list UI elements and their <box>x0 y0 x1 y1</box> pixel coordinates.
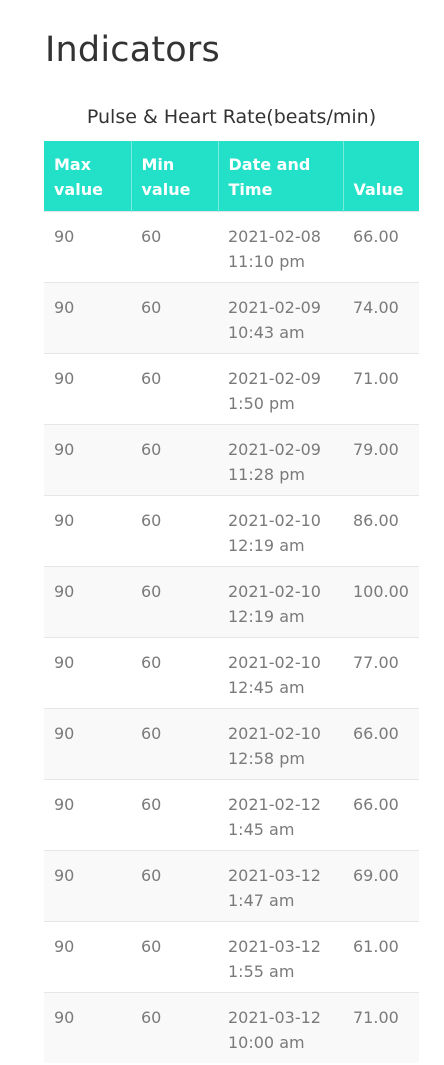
table-row: 90 60 2021-02-08 11:10 pm 66.00 <box>44 210 419 282</box>
cell-time: 11:28 pm <box>228 464 305 484</box>
cell-min-value: 60 <box>131 778 218 850</box>
cell-value: 77.00 <box>343 636 419 708</box>
cell-time: 10:43 am <box>228 322 305 342</box>
cell-max-value: 90 <box>44 636 131 708</box>
cell-min-value: 60 <box>131 352 218 424</box>
cell-max-value: 90 <box>44 210 131 282</box>
cell-date: 2021-02-10 <box>228 723 321 743</box>
header-row: Max value Min value Date and Time Value <box>44 141 419 211</box>
table-row: 90 60 2021-02-10 12:19 am 86.00 <box>44 494 419 566</box>
table-row: 90 60 2021-02-09 11:28 pm 79.00 <box>44 423 419 495</box>
cell-max-value: 90 <box>44 281 131 353</box>
header-min-value: Min value <box>131 141 219 211</box>
cell-min-value: 60 <box>131 565 218 637</box>
cell-max-value: 90 <box>44 920 131 992</box>
table-row: 90 60 2021-03-12 1:55 am 61.00 <box>44 920 419 992</box>
cell-time: 12:45 am <box>228 677 305 697</box>
header-value: Value <box>343 141 419 211</box>
table-row: 90 60 2021-02-09 1:50 pm 71.00 <box>44 352 419 424</box>
cell-date: 2021-02-10 <box>228 652 321 672</box>
cell-min-value: 60 <box>131 849 218 921</box>
cell-min-value: 60 <box>131 920 218 992</box>
header-max-value: Max value <box>44 141 132 211</box>
cell-date: 2021-02-09 <box>228 297 321 317</box>
cell-date: 2021-02-08 <box>228 226 321 246</box>
cell-min-value: 60 <box>131 281 218 353</box>
cell-date: 2021-02-09 <box>228 439 321 459</box>
cell-date-time: 2021-02-10 12:58 pm <box>218 707 343 779</box>
cell-date-time: 2021-02-09 10:43 am <box>218 281 343 353</box>
cell-date-time: 2021-03-12 10:00 am <box>218 991 343 1063</box>
cell-date-time: 2021-02-10 12:19 am <box>218 494 343 566</box>
cell-value: 61.00 <box>343 920 419 992</box>
cell-value: 74.00 <box>343 281 419 353</box>
cell-max-value: 90 <box>44 352 131 424</box>
cell-max-value: 90 <box>44 778 131 850</box>
cell-time: 10:00 am <box>228 1032 305 1052</box>
cell-date-time: 2021-02-09 1:50 pm <box>218 352 343 424</box>
cell-date: 2021-03-12 <box>228 936 321 956</box>
cell-value: 69.00 <box>343 849 419 921</box>
cell-value: 71.00 <box>343 352 419 424</box>
cell-date-time: 2021-02-12 1:45 am <box>218 778 343 850</box>
cell-date: 2021-02-12 <box>228 794 321 814</box>
cell-max-value: 90 <box>44 565 131 637</box>
cell-date-time: 2021-02-10 12:45 am <box>218 636 343 708</box>
cell-value: 66.00 <box>343 778 419 850</box>
cell-date-time: 2021-02-08 11:10 pm <box>218 210 343 282</box>
table-row: 90 60 2021-02-12 1:45 am 66.00 <box>44 778 419 850</box>
cell-min-value: 60 <box>131 210 218 282</box>
cell-time: 1:45 am <box>228 819 295 839</box>
cell-max-value: 90 <box>44 494 131 566</box>
cell-min-value: 60 <box>131 494 218 566</box>
page-title: Indicators <box>45 30 220 70</box>
cell-value: 79.00 <box>343 423 419 495</box>
cell-value: 86.00 <box>343 494 419 566</box>
cell-min-value: 60 <box>131 707 218 779</box>
table-row: 90 60 2021-02-10 12:58 pm 66.00 <box>44 707 419 779</box>
pulse-table: Max value Min value Date and Time Value … <box>44 141 419 1063</box>
cell-min-value: 60 <box>131 636 218 708</box>
cell-min-value: 60 <box>131 423 218 495</box>
cell-date: 2021-02-10 <box>228 581 321 601</box>
cell-max-value: 90 <box>44 707 131 779</box>
cell-time: 1:55 am <box>228 961 295 981</box>
table-header: Max value Min value Date and Time Value <box>44 141 419 211</box>
cell-max-value: 90 <box>44 991 131 1063</box>
cell-date: 2021-02-10 <box>228 510 321 530</box>
cell-time: 12:19 am <box>228 606 305 626</box>
cell-min-value: 60 <box>131 991 218 1063</box>
table-row: 90 60 2021-02-10 12:19 am 100.00 <box>44 565 419 637</box>
table-caption: Pulse & Heart Rate(beats/min) <box>86 106 377 128</box>
cell-value: 66.00 <box>343 210 419 282</box>
cell-time: 11:10 pm <box>228 251 305 271</box>
table-row: 90 60 2021-02-10 12:45 am 77.00 <box>44 636 419 708</box>
cell-date: 2021-02-09 <box>228 368 321 388</box>
cell-date-time: 2021-03-12 1:55 am <box>218 920 343 992</box>
cell-time: 1:50 pm <box>228 393 295 413</box>
table-body: 90 60 2021-02-08 11:10 pm 66.00 90 60 2021-02-0… <box>44 210 419 1063</box>
cell-date: 2021-03-12 <box>228 1007 321 1027</box>
cell-time: 12:19 am <box>228 535 305 555</box>
header-date-time: Date and Time <box>218 141 344 211</box>
cell-value: 66.00 <box>343 707 419 779</box>
cell-max-value: 90 <box>44 423 131 495</box>
table-row: 90 60 2021-03-12 1:47 am 69.00 <box>44 849 419 921</box>
cell-date-time: 2021-03-12 1:47 am <box>218 849 343 921</box>
cell-value: 71.00 <box>343 991 419 1063</box>
cell-max-value: 90 <box>44 849 131 921</box>
cell-date: 2021-03-12 <box>228 865 321 885</box>
cell-date-time: 2021-02-10 12:19 am <box>218 565 343 637</box>
cell-value: 100.00 <box>343 565 419 637</box>
table-row: 90 60 2021-02-09 10:43 am 74.00 <box>44 281 419 353</box>
cell-time: 1:47 am <box>228 890 295 910</box>
cell-date-time: 2021-02-09 11:28 pm <box>218 423 343 495</box>
table-row: 90 60 2021-03-12 10:00 am 71.00 <box>44 991 419 1063</box>
cell-time: 12:58 pm <box>228 748 305 768</box>
